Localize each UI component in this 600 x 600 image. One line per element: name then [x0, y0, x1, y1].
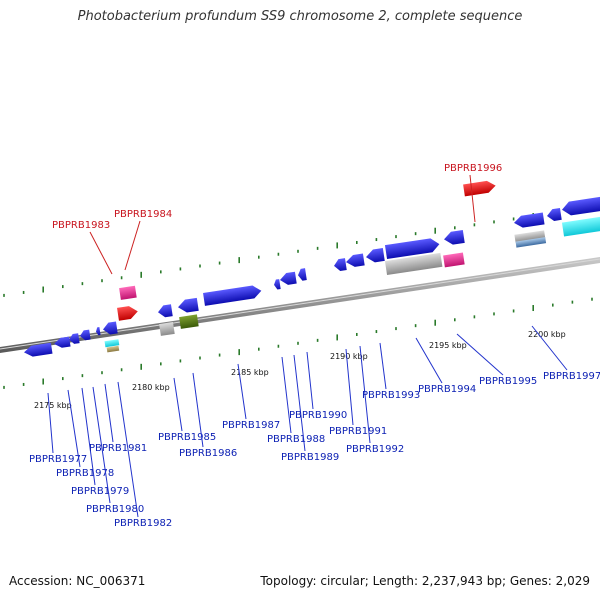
gene-label[interactable]: PBPRB1990	[289, 410, 347, 421]
accession-text: Accession: NC_006371	[9, 574, 146, 588]
gene-label[interactable]: PBPRB1989	[281, 452, 339, 463]
label-leader-line	[92, 386, 111, 504]
label-leader-line	[173, 377, 183, 432]
gene-arrow[interactable]	[23, 342, 53, 358]
chromosome-backbone	[0, 256, 600, 354]
gene-box-pink[interactable]	[119, 285, 137, 300]
gene-label[interactable]: PBPRB1981	[89, 443, 147, 454]
scale-label: 2200 kbp	[528, 330, 566, 339]
gene-label[interactable]: PBPRB1986	[179, 448, 237, 459]
gene-arrow[interactable]	[384, 237, 440, 260]
label-leader-line	[359, 345, 371, 444]
gene-label[interactable]: PBPRB1980	[86, 504, 144, 515]
gene-arrow[interactable]	[273, 279, 281, 290]
gene-arrow[interactable]	[333, 258, 347, 272]
gene-box[interactable]	[159, 321, 175, 336]
label-leader-line	[104, 383, 114, 443]
label-leader-line	[124, 220, 141, 271]
label-leader-line	[47, 392, 54, 454]
gene-label[interactable]: PBPRB1993	[362, 390, 420, 401]
label-leader-line	[456, 333, 504, 376]
scale-label: 2190 kbp	[330, 352, 368, 361]
topology-info-text: Topology: circular; Length: 2,237,943 bp…	[260, 574, 590, 588]
gene-label[interactable]: PBPRB1995	[479, 376, 537, 387]
scale-label: 2175 kbp	[34, 401, 72, 410]
gene-arrow[interactable]	[203, 284, 262, 306]
gene-arrow[interactable]	[177, 297, 199, 314]
label-leader-line	[415, 337, 443, 384]
gene-arrow[interactable]	[53, 336, 71, 349]
gene-arrow[interactable]	[561, 196, 600, 217]
label-leader-line	[89, 231, 113, 275]
gene-label-red[interactable]: PBPRB1996	[444, 163, 502, 174]
label-leader-line	[192, 372, 204, 448]
map-title: Photobacterium profundum SS9 chromosome …	[77, 9, 523, 24]
gene-label-red[interactable]: PBPRB1983	[52, 220, 110, 231]
gene-arrow[interactable]	[546, 207, 562, 222]
gene-arrow[interactable]	[443, 230, 465, 246]
gene-arrow[interactable]	[102, 321, 118, 336]
gene-label[interactable]: PBPRB1987	[222, 420, 280, 431]
label-leader-line	[306, 351, 314, 410]
gene-label[interactable]: PBPRB1988	[267, 434, 325, 445]
gene-arrow[interactable]	[365, 248, 385, 264]
gene-label[interactable]: PBPRB1997	[543, 371, 600, 382]
gene-box-pink[interactable]	[443, 252, 465, 268]
gene-arrow[interactable]	[79, 329, 91, 341]
label-leader-line	[531, 325, 568, 371]
gene-arrow[interactable]	[95, 327, 101, 336]
gene-box[interactable]	[179, 314, 199, 329]
label-leader-line	[345, 348, 354, 426]
label-leader-line	[237, 363, 247, 420]
label-leader-line	[281, 356, 292, 434]
gene-label[interactable]: PBPRB1992	[346, 444, 404, 455]
gene-label[interactable]: PBPRB1994	[418, 384, 476, 395]
label-leader-line	[81, 387, 96, 486]
gene-arrow[interactable]	[513, 212, 545, 229]
gene-box[interactable]	[561, 216, 600, 237]
gene-arrow-red[interactable]	[463, 180, 496, 197]
gene-arrow[interactable]	[68, 333, 80, 344]
label-leader-line	[117, 381, 139, 518]
gene-box[interactable]	[514, 230, 546, 243]
gene-label[interactable]: PBPRB1985	[158, 432, 216, 443]
gene-arrow[interactable]	[297, 268, 307, 281]
gene-box[interactable]	[515, 237, 547, 248]
gene-box[interactable]	[104, 339, 120, 348]
tick-row-lower	[3, 297, 593, 389]
scale-label: 2185 kbp	[231, 368, 269, 377]
scale-label: 2180 kbp	[132, 383, 170, 392]
gene-label[interactable]: PBPRB1978	[56, 468, 114, 479]
tick-row-upper	[3, 205, 593, 297]
gene-arrow[interactable]	[279, 271, 297, 286]
gene-arrow[interactable]	[157, 304, 173, 318]
label-leader-line	[293, 354, 306, 452]
label-leader-line	[67, 389, 81, 468]
gene-label[interactable]: PBPRB1979	[71, 486, 129, 497]
label-leader-line	[379, 342, 387, 390]
gene-box[interactable]	[384, 252, 443, 276]
gene-arrow[interactable]	[345, 253, 365, 268]
gene-box[interactable]	[106, 345, 120, 353]
gene-label[interactable]: PBPRB1991	[329, 426, 387, 437]
gene-label[interactable]: PBPRB1982	[114, 518, 172, 529]
gene-label-red[interactable]: PBPRB1984	[114, 209, 172, 220]
gene-arrow-red[interactable]	[117, 305, 139, 321]
scale-label: 2195 kbp	[429, 341, 467, 350]
label-leader-line	[469, 174, 476, 223]
gene-label[interactable]: PBPRB1977	[29, 454, 87, 465]
